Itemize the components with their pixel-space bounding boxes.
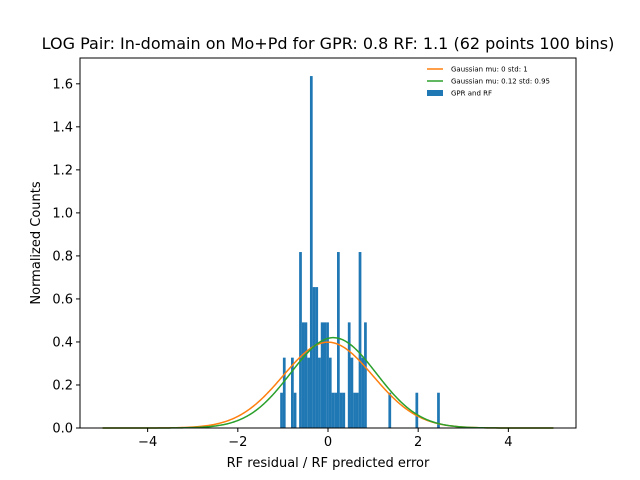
histogram-bar-11: [318, 357, 321, 428]
y-tick-label-4: 0.8: [52, 249, 73, 264]
y-axis-label: Normalized Counts: [29, 181, 44, 304]
y-tick-label-2: 0.4: [52, 335, 73, 350]
histogram-bar-6: [304, 322, 308, 428]
x-tick-label-0: −4: [138, 435, 157, 450]
legend-label-1: Gaussian mu: 0.12 std: 0.95: [451, 78, 550, 86]
histogram-bar-27: [364, 322, 367, 428]
histogram-bar-25: [358, 252, 362, 428]
histogram-bar-29: [415, 392, 419, 428]
x-axis: −4 −2 0 2 4: [138, 428, 513, 450]
histogram-bar-10: [315, 287, 319, 428]
histogram-bar-17: [334, 392, 338, 428]
legend-swatch-histogram: [427, 90, 443, 96]
y-tick-label-8: 1.6: [52, 77, 73, 92]
y-tick-label-3: 0.6: [52, 292, 73, 307]
histogram-bar-3: [293, 392, 297, 428]
histogram-bar-4: [299, 252, 302, 428]
y-tick-label-6: 1.2: [52, 163, 73, 178]
histogram-bar-2: [291, 357, 294, 428]
histogram-bar-7: [307, 357, 310, 428]
histogram-bar-19: [339, 392, 343, 428]
histogram-bar-21: [347, 322, 351, 428]
y-axis: 0.0 0.2 0.4 0.6 0.8 1.0 1.2 1.4 1.6: [52, 77, 80, 437]
histogram-bar-30: [437, 392, 440, 428]
histogram-bar-16: [331, 392, 335, 428]
x-axis-label: RF residual / RF predicted error: [227, 456, 430, 471]
histogram-bar-20: [342, 392, 346, 428]
x-tick-label-2: 0: [324, 435, 332, 450]
histogram-bar-28: [388, 392, 392, 428]
histogram-bar-22: [350, 357, 354, 428]
x-tick-label-1: −2: [228, 435, 247, 450]
histogram-bar-13: [323, 322, 327, 428]
histogram-bar-24: [355, 392, 359, 428]
histogram-bar-5: [301, 322, 305, 428]
histogram-bar-15: [328, 357, 332, 428]
x-tick-label-3: 2: [414, 435, 422, 450]
y-tick-label-5: 1.0: [52, 206, 73, 221]
histogram-bar-26: [361, 357, 365, 428]
histogram-bar-9: [312, 287, 316, 428]
legend-label-histogram: GPR and RF: [451, 90, 492, 98]
y-tick-label-0: 0.0: [52, 422, 73, 437]
histogram-bar-8: [309, 76, 313, 429]
y-tick-label-7: 1.4: [52, 120, 73, 135]
histogram-bar-23: [353, 392, 356, 428]
histogram-bar-18: [337, 252, 340, 428]
x-tick-label-4: 4: [504, 435, 512, 450]
histogram-bar-14: [326, 322, 329, 428]
legend-label-0: Gaussian mu: 0 std: 1: [451, 66, 528, 74]
y-tick-label-1: 0.2: [52, 378, 73, 393]
histogram-bar-12: [320, 322, 324, 428]
legend: Gaussian mu: 0 std: 1 Gaussian mu: 0.12 s…: [427, 66, 550, 98]
histogram-bar-1: [282, 357, 286, 428]
chart-title: LOG Pair: In-domain on Mo+Pd for GPR: 0.…: [42, 34, 615, 53]
histogram-bar-0: [280, 392, 283, 428]
